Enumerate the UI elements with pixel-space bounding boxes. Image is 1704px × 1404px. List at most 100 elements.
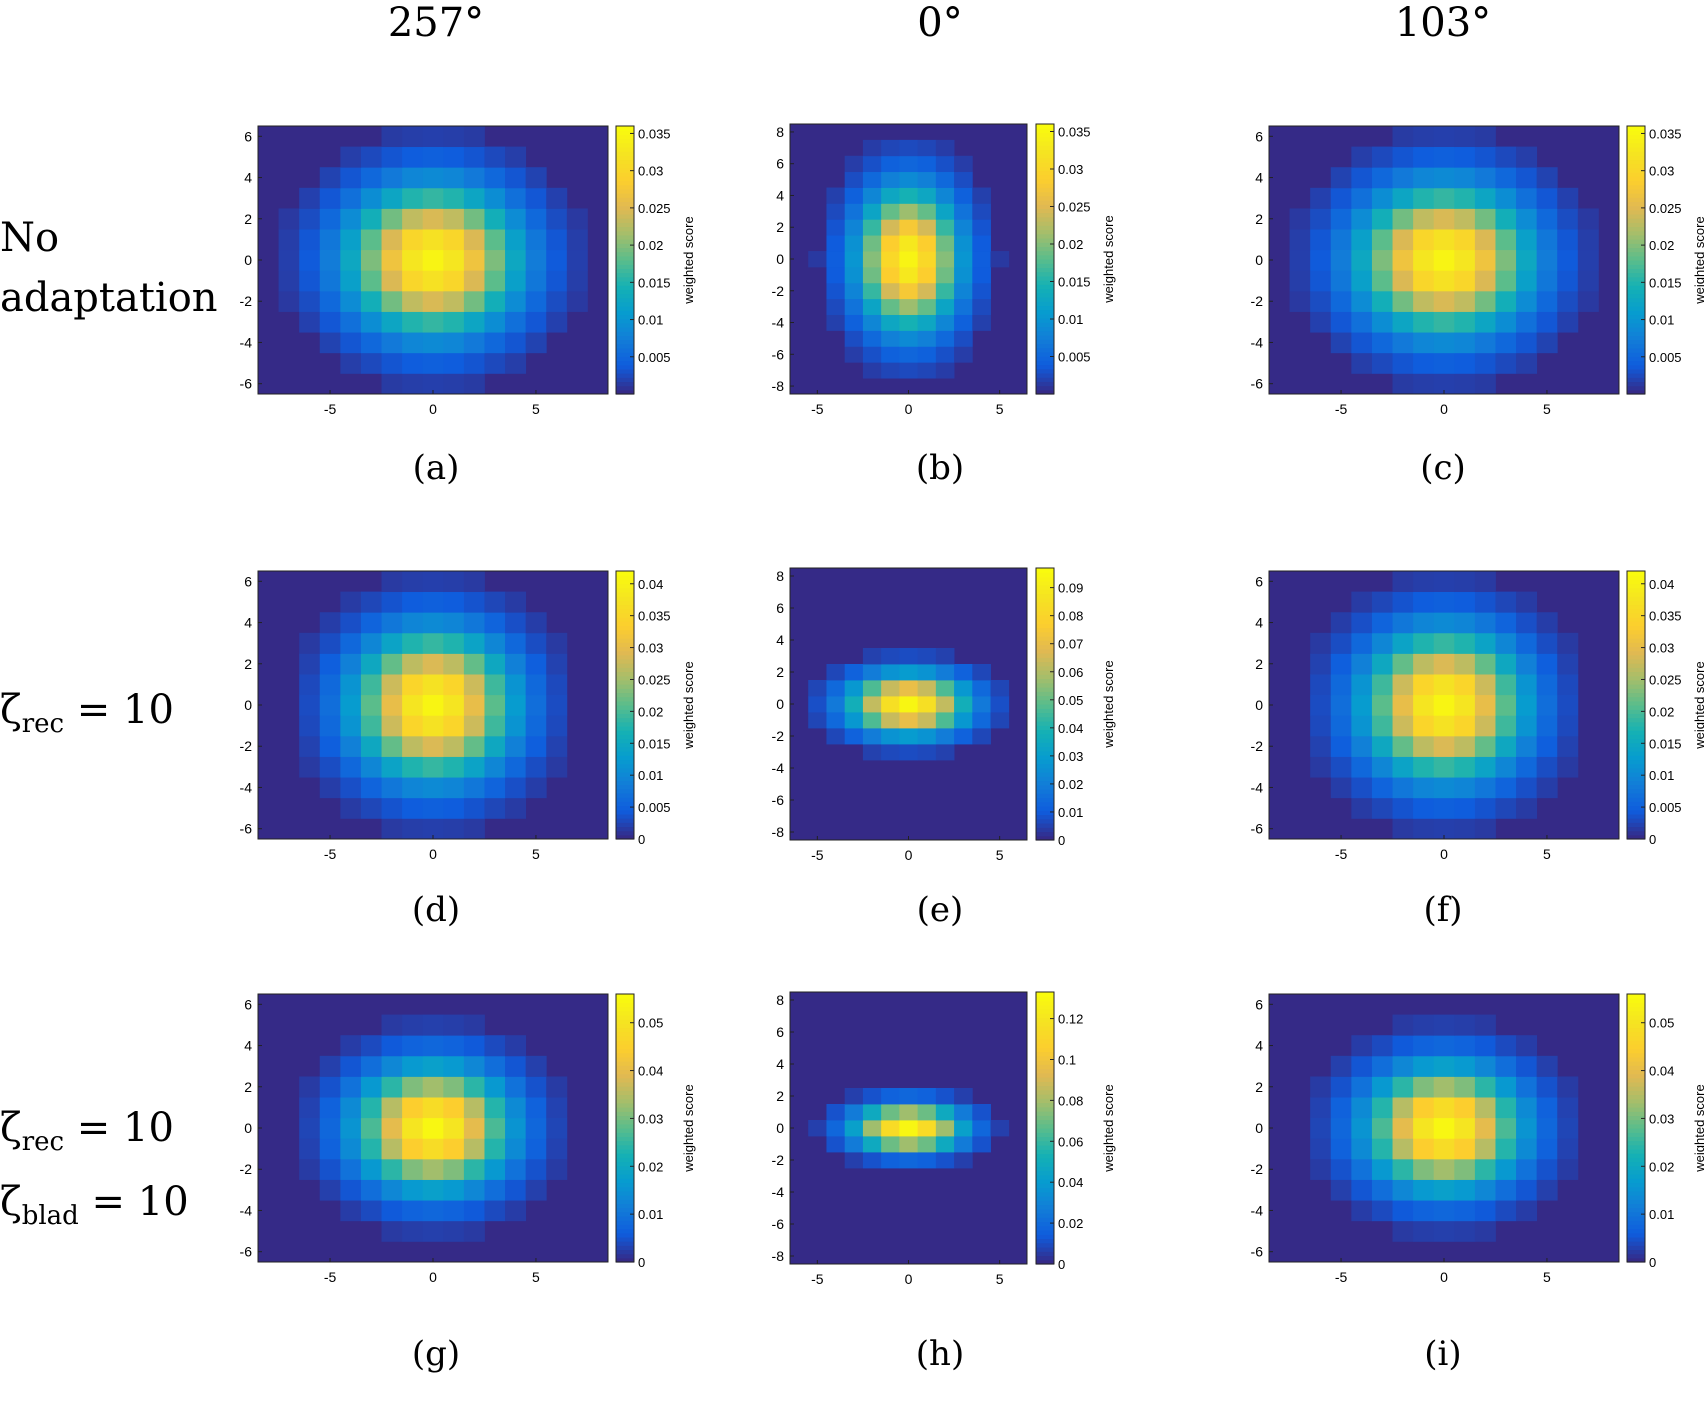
colorbar-segment bbox=[1036, 322, 1054, 328]
heatmap-cell bbox=[1495, 167, 1517, 189]
colorbar-segment bbox=[1627, 255, 1645, 261]
heatmap-cell bbox=[1516, 1200, 1538, 1222]
y-tick-label: 4 bbox=[1255, 615, 1263, 631]
heatmap-cell bbox=[917, 282, 937, 300]
heatmap-cell bbox=[422, 1200, 444, 1222]
heatmap-cell bbox=[381, 591, 403, 613]
colorbar-segment bbox=[616, 638, 634, 643]
colorbar-label: weighted score bbox=[1692, 216, 1704, 304]
colorbar-segment bbox=[1036, 1204, 1054, 1210]
row-label-line: ζblad = 10 bbox=[0, 1179, 189, 1231]
colorbar-segment bbox=[616, 1215, 634, 1221]
colorbar-segment bbox=[616, 688, 634, 694]
heatmap-cell bbox=[881, 282, 900, 300]
heatmap-cell bbox=[463, 1158, 485, 1180]
colorbar-segment bbox=[1036, 1166, 1054, 1172]
colorbar-segment bbox=[616, 335, 634, 341]
heatmap-cell bbox=[1351, 352, 1373, 374]
heatmap-cell bbox=[402, 332, 424, 354]
heatmap-cell bbox=[340, 311, 362, 333]
colorbar-segment bbox=[1627, 159, 1645, 165]
heatmap-cell bbox=[505, 311, 527, 333]
colorbar-segment bbox=[1627, 583, 1645, 589]
heatmap-cell bbox=[1413, 1220, 1435, 1242]
heatmap-cell bbox=[443, 694, 465, 716]
colorbar-segment bbox=[1627, 746, 1645, 752]
heatmap-cell bbox=[402, 126, 424, 148]
heatmap-cell bbox=[826, 712, 846, 729]
heatmap-cell bbox=[954, 266, 973, 284]
heatmap-cell bbox=[1516, 270, 1538, 292]
heatmap-cell bbox=[1454, 208, 1476, 230]
heatmap-cell bbox=[299, 208, 321, 230]
heatmap-cell bbox=[1516, 777, 1538, 799]
heatmap-cell bbox=[1392, 146, 1414, 168]
heatmap-cell bbox=[1557, 249, 1579, 271]
heatmap-cell bbox=[319, 612, 341, 634]
heatmap-cell bbox=[381, 1117, 403, 1139]
heatmap-cell bbox=[402, 249, 424, 271]
heatmap-cell bbox=[954, 1152, 973, 1169]
colorbar-segment bbox=[1627, 1065, 1645, 1070]
heatmap-cell bbox=[505, 1035, 527, 1057]
colorbar-tick-label: 0.01 bbox=[1058, 805, 1083, 820]
heatmap-cell bbox=[1516, 311, 1538, 333]
y-tick-label: 2 bbox=[776, 664, 784, 680]
heatmap-cell bbox=[935, 187, 955, 204]
heatmap-cell bbox=[1413, 1055, 1435, 1077]
colorbar-segment bbox=[1036, 597, 1054, 603]
heatmap-cell bbox=[505, 653, 527, 675]
heatmap-cell bbox=[1516, 1158, 1538, 1180]
heatmap-cell bbox=[1413, 756, 1435, 778]
heatmap-cell bbox=[808, 251, 827, 268]
colorbar-segment bbox=[1627, 575, 1645, 580]
colorbar-segment bbox=[616, 1186, 634, 1192]
heatmap-cell bbox=[319, 674, 341, 696]
colorbar-segment bbox=[1036, 572, 1054, 578]
heatmap-cell bbox=[381, 694, 403, 716]
heatmap-cell bbox=[1454, 571, 1476, 593]
colorbar-segment bbox=[1627, 684, 1645, 689]
heatmap-cell bbox=[1495, 1179, 1517, 1201]
heatmap-cell bbox=[1392, 1200, 1414, 1222]
heatmap-cell bbox=[1516, 591, 1538, 613]
heatmap-cell bbox=[463, 187, 485, 209]
heatmap-cell bbox=[917, 362, 937, 379]
colorbar-segment bbox=[616, 809, 634, 815]
heatmap-cell bbox=[505, 146, 527, 168]
heatmap-cell bbox=[899, 171, 919, 188]
heatmap-cell bbox=[1433, 1179, 1455, 1201]
heatmap-cell bbox=[954, 346, 973, 363]
heatmap-cell bbox=[1433, 632, 1455, 654]
heatmap-cell bbox=[546, 1158, 568, 1180]
heatmap-cell bbox=[402, 187, 424, 209]
colorbar-segment bbox=[1627, 809, 1645, 815]
y-tick-label: 0 bbox=[244, 697, 252, 713]
colorbar-segment bbox=[1627, 667, 1645, 673]
colorbar-segment bbox=[1627, 297, 1645, 303]
colorbar-segment bbox=[1036, 318, 1054, 323]
heatmap-cell bbox=[990, 680, 1010, 697]
colorbar-segment bbox=[1036, 301, 1054, 307]
heatmap-cell bbox=[381, 311, 403, 333]
heatmap-cell bbox=[1474, 1220, 1496, 1242]
heatmap-cell bbox=[505, 167, 527, 189]
heatmap-cell bbox=[1474, 352, 1496, 374]
heatmap-cell bbox=[1330, 290, 1352, 312]
heatmap-cell bbox=[402, 208, 424, 230]
heatmap-cell bbox=[525, 332, 547, 354]
heatmap-cell bbox=[1557, 1097, 1579, 1119]
y-tick-label: -8 bbox=[772, 1248, 785, 1264]
colorbar-segment bbox=[616, 155, 634, 161]
colorbar-segment bbox=[1036, 1009, 1054, 1014]
colorbar-segment bbox=[616, 1119, 634, 1125]
heatmap-cell bbox=[1392, 777, 1414, 799]
colorbar-segment bbox=[1627, 209, 1645, 215]
heatmap-cell bbox=[319, 715, 341, 737]
heatmap-cell bbox=[899, 251, 919, 268]
heatmap-cell bbox=[525, 632, 547, 654]
heatmap-cell bbox=[505, 1117, 527, 1139]
heatmap-cell bbox=[546, 1076, 568, 1098]
heatmap-cell bbox=[844, 664, 864, 681]
colorbar-segment bbox=[1036, 389, 1054, 395]
